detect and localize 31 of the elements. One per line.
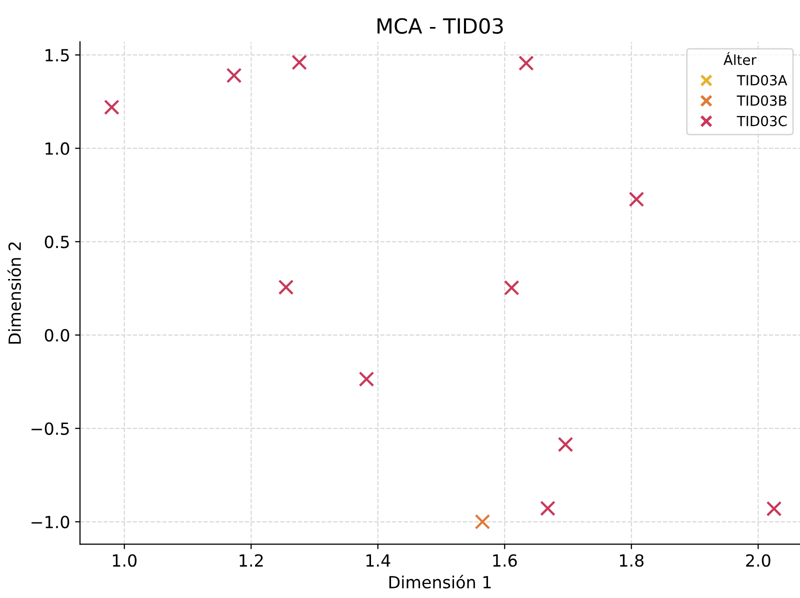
- y-tick-label: 1.5: [46, 49, 69, 62]
- x-tick-label: 1.2: [240, 554, 263, 567]
- y-tick-label: 1.0: [46, 142, 70, 155]
- chart-title: MCA - TID03: [378, 18, 503, 34]
- point: [540, 500, 556, 516]
- x-tick-label: 1.8: [620, 554, 644, 567]
- y-axis-title: Dimensión 2: [7, 242, 22, 344]
- x-tick-label: 1.0: [112, 554, 137, 567]
- point: [766, 501, 782, 516]
- point: [628, 192, 644, 207]
- point: [358, 371, 374, 387]
- point: [104, 100, 120, 115]
- y-tick-label: 0.5: [44, 236, 69, 248]
- x-tick-label: 2.0: [746, 554, 770, 567]
- x-tick-label: 1.4: [366, 554, 390, 567]
- x-tick-label: 1.6: [493, 554, 517, 567]
- x-axis-title: Dimensión 1: [389, 574, 491, 588]
- point: [504, 280, 520, 296]
- point: [474, 514, 490, 530]
- y-tick-label: 0.0: [44, 329, 70, 342]
- point: [278, 280, 294, 295]
- legend-title: Álter: [724, 52, 756, 66]
- point: [558, 436, 574, 452]
- point: [292, 54, 307, 70]
- y-tick-label: −0.5: [32, 422, 69, 435]
- legend-label: TID03B: [736, 95, 786, 106]
- y-tick-label: −1.0: [32, 516, 70, 528]
- legend-label: TID03C: [736, 116, 787, 126]
- point: [518, 55, 534, 71]
- legend-label: TID03A: [736, 74, 788, 86]
- point: [226, 68, 242, 84]
